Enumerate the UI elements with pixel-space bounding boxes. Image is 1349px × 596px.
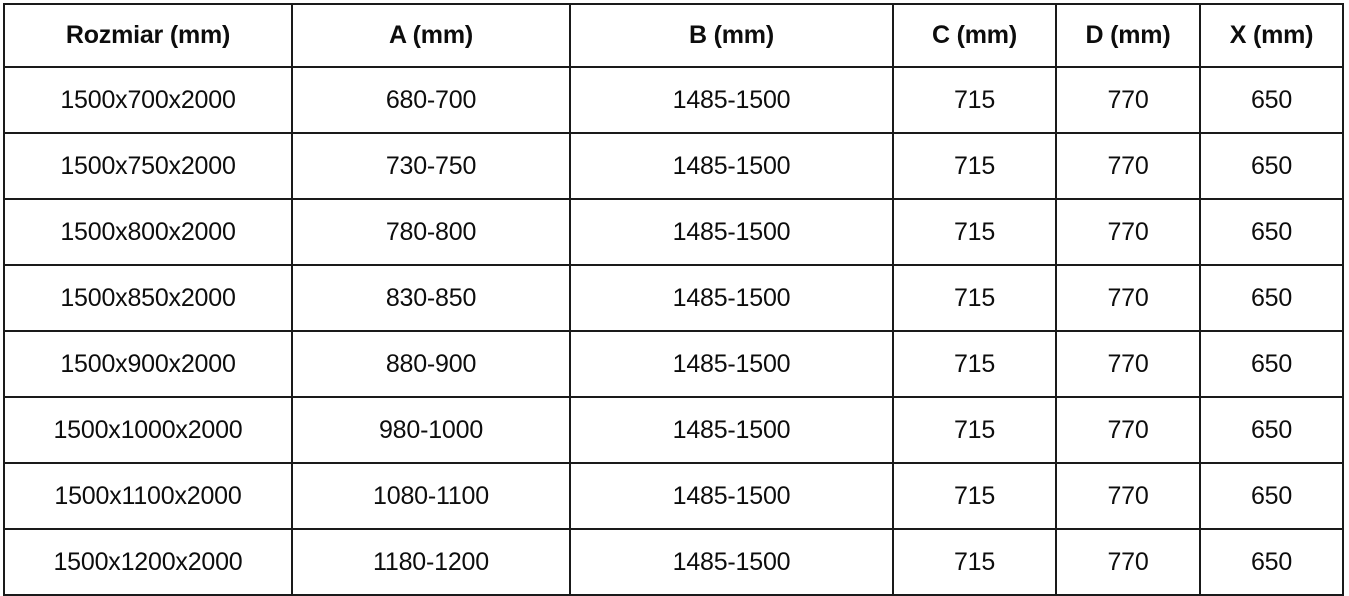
table-body: 1500x700x2000 680-700 1485-1500 715 770 650 15… (3, 66, 1344, 596)
cell-x: 650 (1199, 330, 1344, 398)
column-header-x: X (mm) (1199, 3, 1344, 68)
table-row: 1500x700x2000 680-700 1485-1500 715 770 650 (3, 66, 1344, 134)
cell-a: 1080-1100 (291, 462, 571, 530)
column-header-size: Rozmiar (mm) (3, 3, 293, 68)
column-header-a: A (mm) (291, 3, 571, 68)
cell-d: 770 (1055, 330, 1201, 398)
cell-x: 650 (1199, 198, 1344, 266)
cell-c: 715 (892, 66, 1057, 134)
cell-a: 780-800 (291, 198, 571, 266)
cell-size: 1500x1100x2000 (3, 462, 293, 530)
cell-c: 715 (892, 396, 1057, 464)
table-row: 1500x1200x2000 1180-1200 1485-1500 715 770 65… (3, 528, 1344, 596)
cell-a: 880-900 (291, 330, 571, 398)
table-header-row: Rozmiar (mm) A (mm) B (mm) C (mm) D (mm)… (3, 3, 1344, 68)
cell-x: 650 (1199, 264, 1344, 332)
cell-b: 1485-1500 (569, 198, 894, 266)
cell-a: 730-750 (291, 132, 571, 200)
cell-d: 770 (1055, 198, 1201, 266)
cell-c: 715 (892, 528, 1057, 596)
cell-b: 1485-1500 (569, 132, 894, 200)
cell-d: 770 (1055, 396, 1201, 464)
cell-size: 1500x700x2000 (3, 66, 293, 134)
table-head: Rozmiar (mm) A (mm) B (mm) C (mm) D (mm)… (3, 3, 1344, 68)
column-header-d: D (mm) (1055, 3, 1201, 68)
table-row: 1500x750x2000 730-750 1485-1500 715 770 650 (3, 132, 1344, 200)
cell-x: 650 (1199, 528, 1344, 596)
cell-a: 830-850 (291, 264, 571, 332)
cell-a: 1180-1200 (291, 528, 571, 596)
cell-d: 770 (1055, 132, 1201, 200)
cell-a: 680-700 (291, 66, 571, 134)
cell-c: 715 (892, 198, 1057, 266)
cell-c: 715 (892, 132, 1057, 200)
cell-size: 1500x750x2000 (3, 132, 293, 200)
table-row: 1500x850x2000 830-850 1485-1500 715 770 650 (3, 264, 1344, 332)
cell-c: 715 (892, 264, 1057, 332)
cell-size: 1500x900x2000 (3, 330, 293, 398)
cell-size: 1500x850x2000 (3, 264, 293, 332)
cell-x: 650 (1199, 462, 1344, 530)
cell-b: 1485-1500 (569, 462, 894, 530)
cell-size: 1500x800x2000 (3, 198, 293, 266)
column-header-b: B (mm) (569, 3, 894, 68)
spec-table-container: Rozmiar (mm) A (mm) B (mm) C (mm) D (mm)… (3, 3, 1344, 596)
cell-c: 715 (892, 330, 1057, 398)
cell-b: 1485-1500 (569, 396, 894, 464)
cell-b: 1485-1500 (569, 66, 894, 134)
cell-b: 1485-1500 (569, 330, 894, 398)
cell-d: 770 (1055, 462, 1201, 530)
cell-x: 650 (1199, 132, 1344, 200)
cell-d: 770 (1055, 528, 1201, 596)
cell-a: 980-1000 (291, 396, 571, 464)
cell-size: 1500x1200x2000 (3, 528, 293, 596)
cell-b: 1485-1500 (569, 264, 894, 332)
cell-x: 650 (1199, 396, 1344, 464)
cell-x: 650 (1199, 66, 1344, 134)
table-row: 1500x900x2000 880-900 1485-1500 715 770 650 (3, 330, 1344, 398)
cell-b: 1485-1500 (569, 528, 894, 596)
cell-d: 770 (1055, 264, 1201, 332)
dimensions-table: Rozmiar (mm) A (mm) B (mm) C (mm) D (mm)… (3, 3, 1344, 596)
cell-size: 1500x1000x2000 (3, 396, 293, 464)
cell-c: 715 (892, 462, 1057, 530)
table-row: 1500x1100x2000 1080-1100 1485-1500 715 770 65… (3, 462, 1344, 530)
column-header-c: C (mm) (892, 3, 1057, 68)
table-row: 1500x1000x2000 980-1000 1485-1500 715 770 650 (3, 396, 1344, 464)
cell-d: 770 (1055, 66, 1201, 134)
table-row: 1500x800x2000 780-800 1485-1500 715 770 650 (3, 198, 1344, 266)
